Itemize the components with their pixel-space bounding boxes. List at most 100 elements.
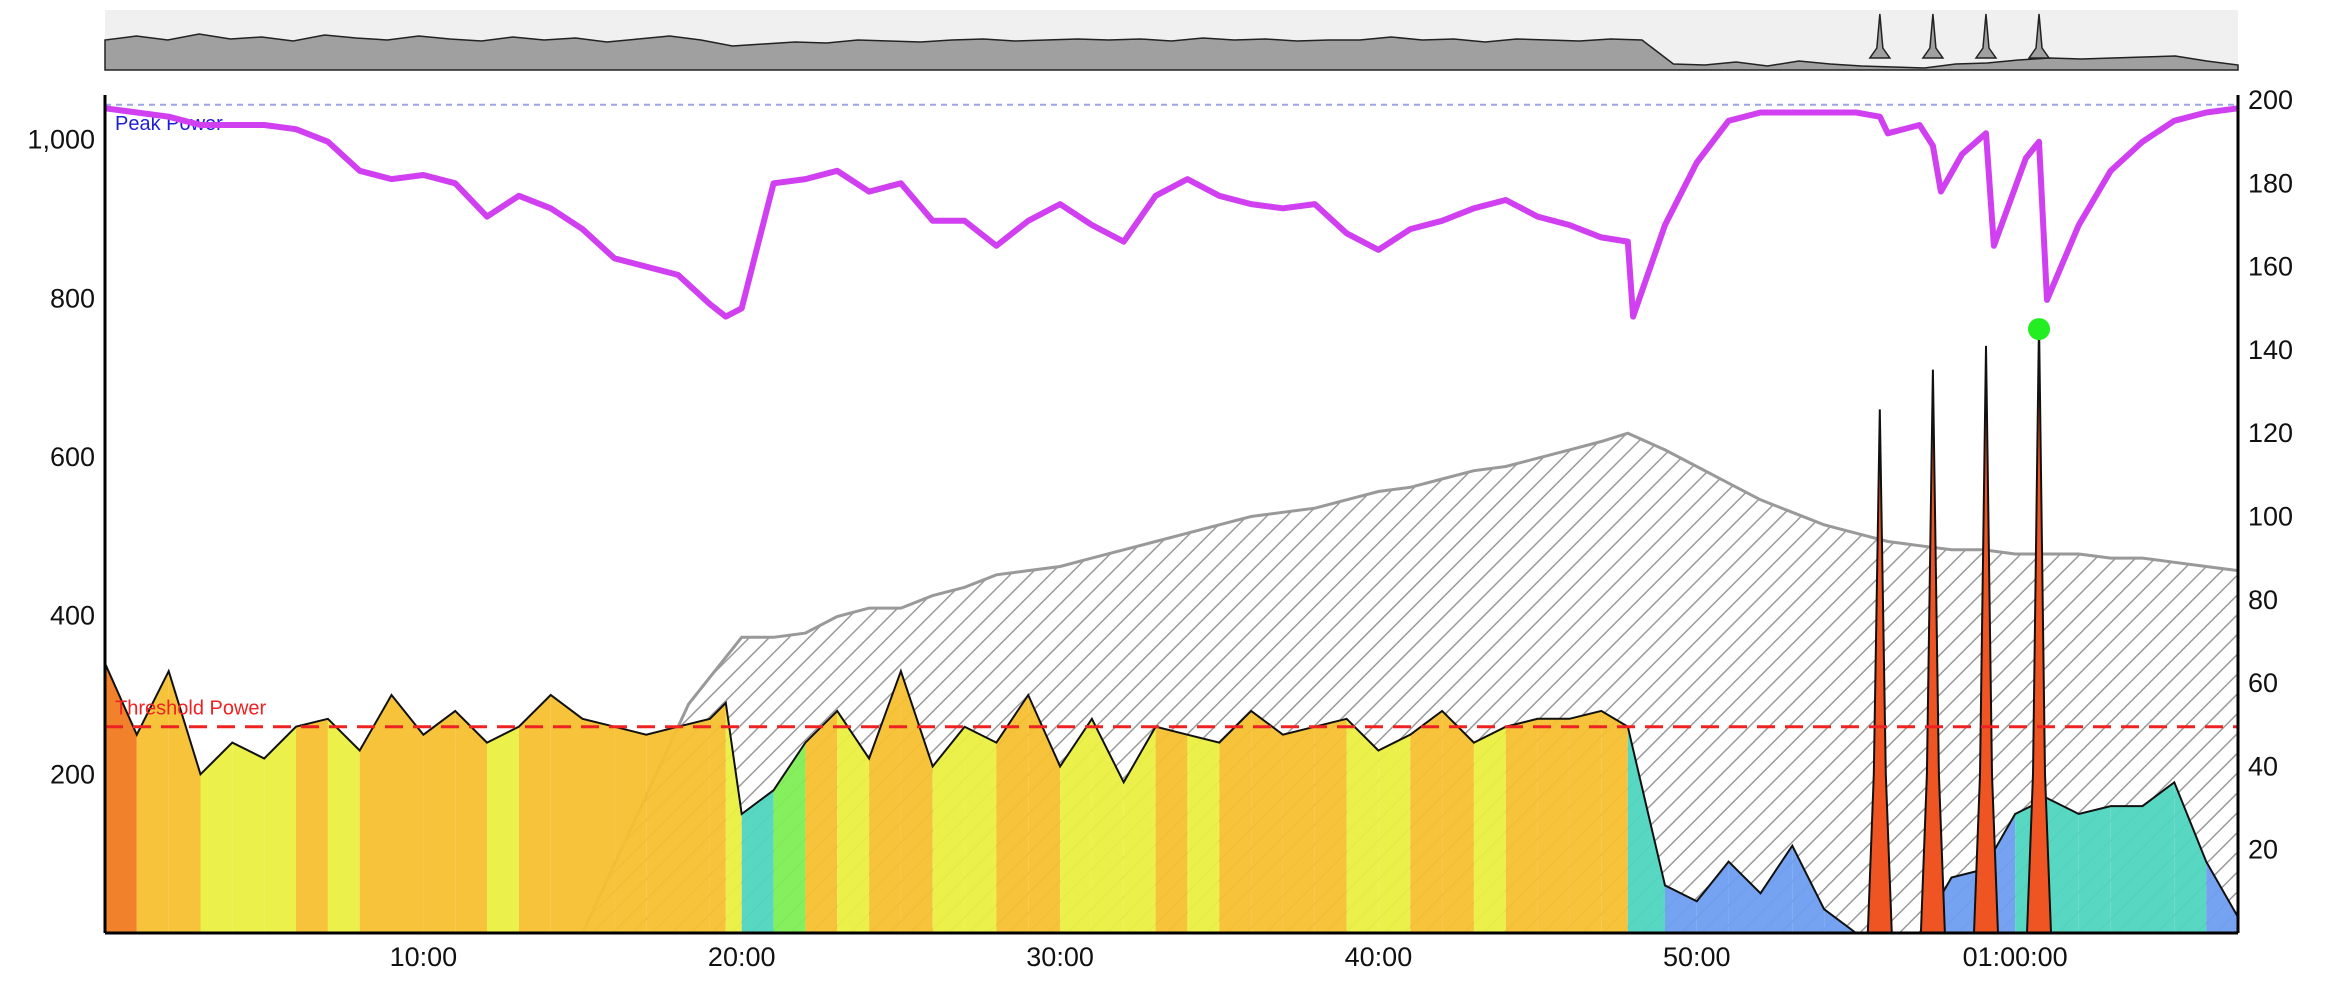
power-band	[2142, 782, 2175, 933]
power-band	[1378, 734, 1411, 933]
power-band	[1187, 734, 1220, 933]
power-band	[709, 702, 726, 933]
power-band	[264, 726, 296, 933]
power-band	[1314, 718, 1347, 933]
y-right-tick-label: 140	[2248, 335, 2293, 365]
fatigue-line	[105, 431, 2239, 935]
power-band	[1282, 726, 1315, 933]
power-band	[2110, 806, 2143, 933]
y-left-tick-label: 600	[50, 442, 95, 472]
x-tick-label: 30:00	[1026, 942, 1094, 972]
power-band	[1410, 710, 1443, 933]
tick-labels: 200 400 600 800 1,000 20 40 60 80 100 120 140 160 180…	[27, 85, 2293, 972]
power-band	[1792, 845, 1825, 933]
power-band	[869, 671, 901, 933]
power-band	[996, 695, 1029, 933]
power-band	[1219, 710, 1252, 933]
power-band	[900, 671, 933, 933]
x-tick-label: 20:00	[708, 942, 776, 972]
overview-spike	[1868, 13, 1892, 59]
y-right-tick-label: 100	[2248, 502, 2293, 532]
power-band	[1569, 710, 1602, 933]
overview-spike	[2027, 13, 2051, 59]
power-band	[455, 710, 487, 933]
power-band	[1251, 710, 1283, 933]
power-band	[1028, 695, 1061, 933]
power-band	[837, 710, 870, 933]
power-band	[391, 695, 424, 933]
power-band	[932, 726, 965, 933]
power-band	[200, 742, 233, 933]
power-band	[1346, 718, 1379, 933]
power-band	[1665, 885, 1697, 933]
overview-spike	[1974, 13, 1998, 59]
power-band	[136, 671, 169, 933]
y-left-tick-label: 1,000	[27, 125, 95, 155]
power-band	[1155, 726, 1188, 933]
power-band	[296, 718, 328, 933]
power-band	[1091, 718, 1124, 933]
overview-power-area	[104, 33, 2239, 71]
fatigue-fill	[105, 433, 2238, 933]
power-band	[2047, 798, 2079, 933]
x-tick-label: 40:00	[1345, 942, 1413, 972]
fatigue-area	[105, 431, 2239, 935]
highlight-marker	[2028, 318, 2051, 341]
power-band	[725, 702, 742, 933]
power-band	[1728, 861, 1761, 933]
w-prime-balance-path	[104, 105, 2239, 320]
power-band	[805, 710, 838, 933]
power-band	[1537, 718, 1570, 933]
power-band	[1760, 845, 1793, 933]
y-right-tick-label: 180	[2248, 168, 2293, 198]
highlight-point	[2028, 318, 2051, 341]
power-band	[2174, 782, 2207, 933]
y-right-tick-label: 60	[2248, 668, 2278, 698]
threshold-power-label: Threshold Power	[115, 698, 267, 720]
power-band	[2206, 861, 2238, 933]
power-band	[487, 726, 519, 933]
power-band	[1601, 710, 1628, 933]
power-band	[1060, 718, 1092, 933]
y-right-tick-label: 80	[2248, 585, 2278, 615]
power-band	[773, 742, 806, 933]
axes	[103, 95, 2240, 935]
y-right-tick-label: 20	[2248, 835, 2278, 865]
power-band	[964, 726, 997, 933]
power-band	[1123, 726, 1156, 933]
power-band	[614, 726, 647, 933]
w-prime-balance-line	[104, 105, 2239, 320]
y-left-tick-label: 800	[50, 283, 95, 313]
power-band	[550, 695, 583, 933]
x-tick-label: 10:00	[390, 942, 458, 972]
y-right-tick-label: 40	[2248, 751, 2278, 781]
y-right-tick-label: 160	[2248, 252, 2293, 282]
power-band	[1696, 861, 1729, 933]
power-band	[1627, 726, 1665, 933]
power-band	[327, 718, 360, 933]
power-band	[678, 718, 710, 933]
power-band	[1505, 718, 1538, 933]
overview-strip[interactable]	[104, 10, 2239, 71]
x-tick-label: 01:00:00	[1963, 942, 2068, 972]
power-band	[518, 695, 551, 933]
power-band	[1442, 710, 1474, 933]
reference-lines: Peak Power Threshold Power	[105, 103, 2238, 729]
power-band	[646, 726, 678, 933]
power-band	[1473, 726, 1506, 933]
y-left-tick-label: 400	[50, 601, 95, 631]
power-band	[359, 695, 392, 933]
peak-power-label: Peak Power	[115, 113, 223, 135]
power-band	[582, 718, 615, 933]
power-band	[2078, 806, 2111, 933]
y-left-tick-label: 200	[50, 759, 95, 789]
power-band	[232, 742, 265, 933]
overview-spike	[1921, 13, 1945, 59]
y-right-tick-label: 120	[2248, 418, 2293, 448]
power-band	[423, 710, 456, 933]
power-band	[168, 671, 201, 933]
x-tick-label: 50:00	[1663, 942, 1731, 972]
power-band	[105, 663, 137, 933]
